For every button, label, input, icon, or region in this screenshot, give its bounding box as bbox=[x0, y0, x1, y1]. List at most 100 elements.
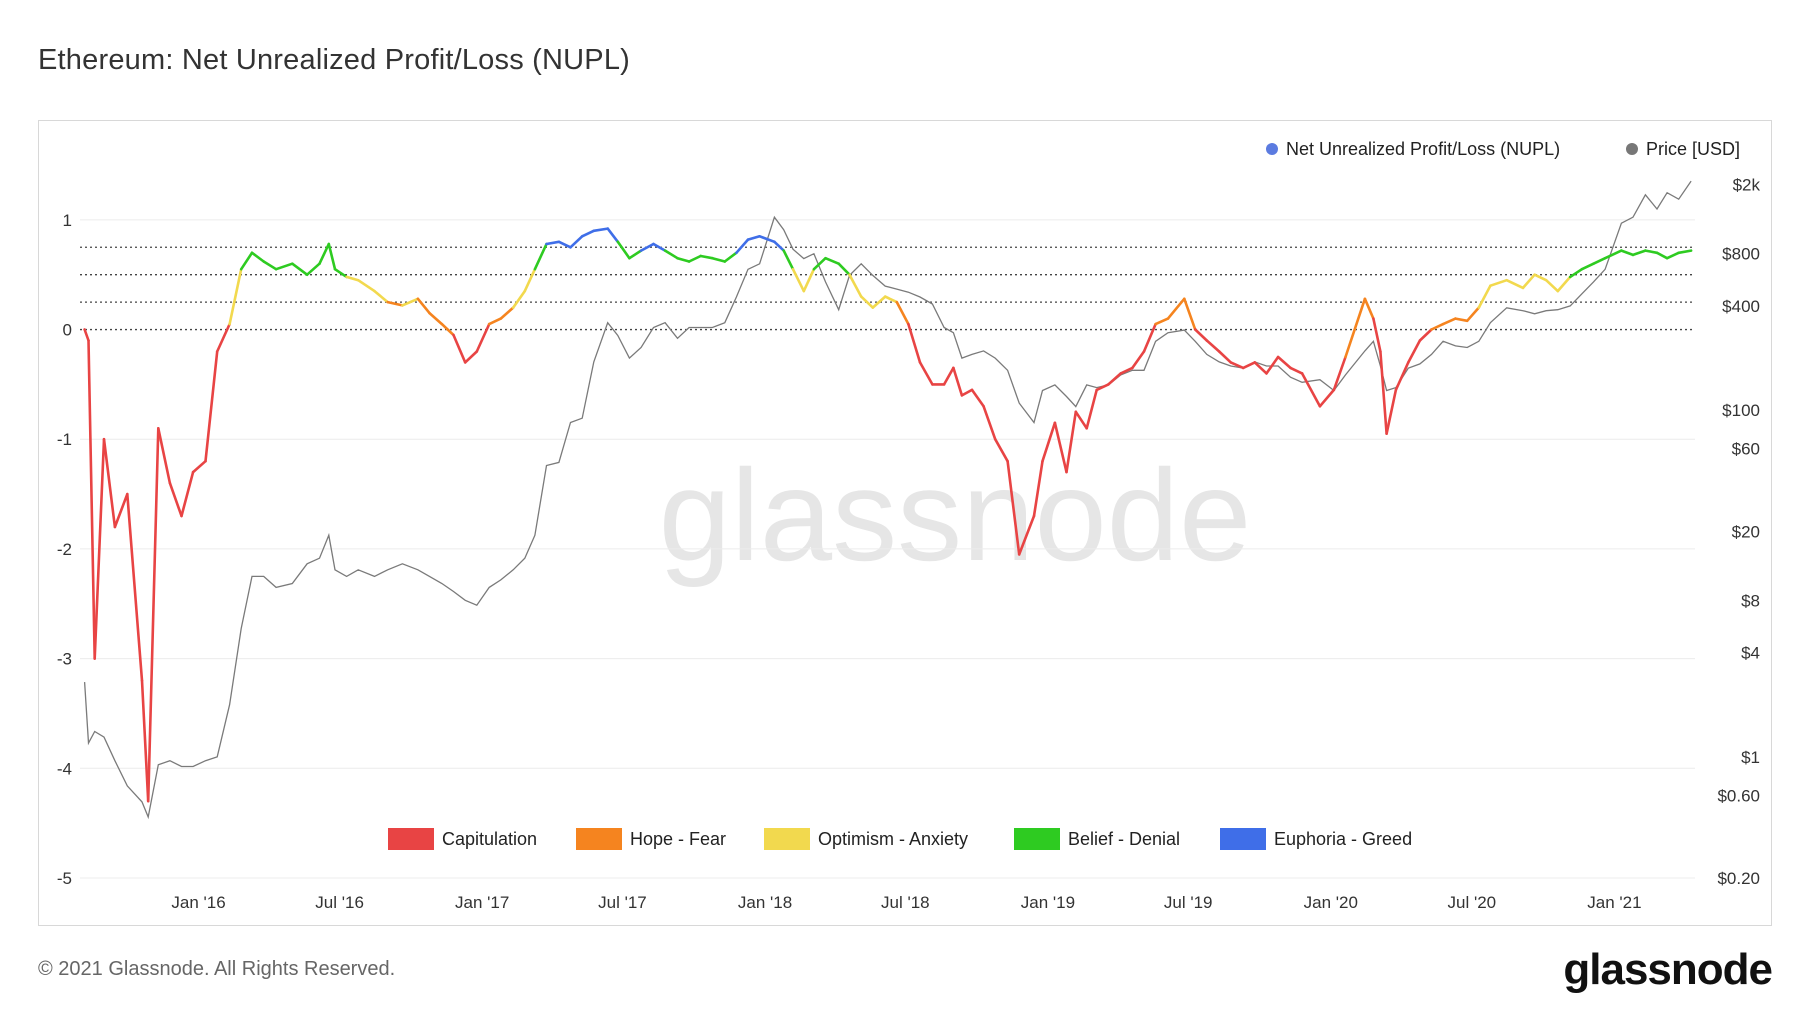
x-tick-label: Jul '16 bbox=[315, 893, 364, 912]
x-tick-label: Jul '17 bbox=[598, 893, 647, 912]
nupl-segment bbox=[782, 249, 795, 271]
nupl-segment bbox=[1407, 339, 1422, 364]
nupl-segment bbox=[1655, 251, 1669, 260]
zone-legend-swatch bbox=[388, 828, 434, 850]
nupl-segment bbox=[606, 227, 620, 244]
nupl-segment bbox=[373, 289, 390, 304]
nupl-segment bbox=[1017, 514, 1036, 556]
y-right-tick-label: $400 bbox=[1722, 297, 1760, 316]
nupl-segment bbox=[791, 267, 806, 293]
nupl-segment bbox=[907, 322, 922, 364]
nupl-segment bbox=[1193, 328, 1209, 342]
y-right-tick-label: $0.60 bbox=[1717, 786, 1760, 805]
nupl-segment bbox=[126, 492, 144, 682]
nupl-segment bbox=[1665, 251, 1680, 260]
nupl-segment bbox=[318, 242, 331, 266]
y-right-tick-label: $20 bbox=[1732, 522, 1760, 541]
zone-legend-label: Capitulation bbox=[442, 829, 537, 849]
x-tick-label: Jan '17 bbox=[455, 893, 509, 912]
nupl-segment bbox=[1363, 297, 1375, 320]
zone-legend-swatch bbox=[1014, 828, 1060, 850]
nupl-segment bbox=[1379, 350, 1388, 436]
x-tick-label: Jan '20 bbox=[1304, 893, 1358, 912]
nupl-segment bbox=[639, 242, 655, 252]
nupl-segment bbox=[146, 426, 160, 803]
zone-legend-label: Hope - Fear bbox=[630, 829, 726, 849]
nupl-segment bbox=[1372, 317, 1382, 353]
nupl-segment bbox=[1300, 372, 1322, 408]
reference-lines bbox=[80, 246, 1695, 331]
nupl-segment bbox=[533, 242, 548, 271]
nupl-segment bbox=[93, 437, 106, 660]
top-legend-label: Net Unrealized Profit/Loss (NUPL) bbox=[1286, 139, 1560, 159]
glassnode-logo[interactable]: glassnode bbox=[1563, 945, 1773, 994]
nupl-segment bbox=[1318, 388, 1336, 408]
nupl-segment bbox=[204, 350, 219, 463]
nupl-segment bbox=[475, 322, 491, 353]
x-tick-label: Jul '18 bbox=[881, 893, 930, 912]
zone-legend-swatch bbox=[576, 828, 622, 850]
watermark: glassnode bbox=[659, 442, 1252, 588]
nupl-segment bbox=[1430, 322, 1445, 331]
nupl-segment bbox=[523, 267, 537, 293]
nupl-segment bbox=[215, 322, 231, 353]
nupl-segment bbox=[1289, 366, 1304, 375]
nupl-segment bbox=[440, 322, 455, 337]
nupl-segment bbox=[83, 328, 90, 342]
y-left-tick-label: -3 bbox=[57, 650, 72, 669]
nupl-segment bbox=[982, 404, 997, 441]
nupl-segment bbox=[1006, 459, 1021, 556]
nupl-segment bbox=[960, 388, 974, 397]
nupl-segment bbox=[1344, 297, 1367, 359]
chart-frame bbox=[38, 120, 1772, 926]
nupl-segment bbox=[1229, 361, 1245, 370]
nupl-segment bbox=[746, 235, 761, 241]
y-right-tick-label: $8 bbox=[1741, 591, 1760, 610]
nupl-segment bbox=[274, 262, 294, 271]
nupl-segment bbox=[824, 256, 841, 266]
nupl-segment bbox=[557, 240, 572, 249]
nupl-series bbox=[83, 227, 1693, 803]
y-right-tick-label: $1 bbox=[1741, 748, 1760, 767]
nupl-segment bbox=[1107, 372, 1123, 386]
nupl-segment bbox=[1644, 249, 1659, 255]
nupl-segment bbox=[228, 267, 243, 326]
x-tick-label: Jul '19 bbox=[1164, 893, 1213, 912]
nupl-segment bbox=[1568, 267, 1584, 279]
y-right-tick-label: $800 bbox=[1722, 245, 1760, 264]
y-right-tick-label: $100 bbox=[1722, 401, 1760, 420]
zone-legend[interactable]: Capitulation Hope - Fear Optimism - Anxiet… bbox=[388, 828, 1412, 850]
x-tick-label: Jan '21 bbox=[1587, 893, 1641, 912]
nupl-segment bbox=[1489, 278, 1508, 288]
x-tick-label: Jan '16 bbox=[171, 893, 225, 912]
nupl-segment bbox=[1041, 421, 1057, 463]
nupl-segment bbox=[773, 240, 786, 252]
nupl-segment bbox=[452, 333, 467, 364]
nupl-segment bbox=[1556, 275, 1572, 293]
nupl-segment bbox=[1053, 421, 1068, 474]
nupl-segment bbox=[1119, 366, 1134, 375]
nupl-segment bbox=[1454, 317, 1469, 323]
top-legend[interactable]: Net Unrealized Profit/Loss (NUPL) Price [… bbox=[1266, 139, 1740, 159]
nupl-segment bbox=[676, 256, 691, 263]
nupl-segment bbox=[1332, 355, 1347, 392]
nupl-segment bbox=[837, 262, 851, 277]
nupl-segment bbox=[628, 249, 643, 260]
y-left-tick-label: 1 bbox=[63, 211, 72, 230]
nupl-segment bbox=[290, 262, 309, 277]
y-left-tick-label: 0 bbox=[63, 321, 72, 340]
nupl-segment bbox=[168, 481, 183, 518]
price-series bbox=[83, 180, 1692, 820]
nupl-segment bbox=[1533, 273, 1548, 282]
nupl-segment bbox=[113, 492, 129, 529]
nupl-segment bbox=[1074, 410, 1088, 430]
nupl-segment bbox=[1131, 350, 1146, 370]
page-title: Ethereum: Net Unrealized Profit/Loss (NU… bbox=[38, 44, 631, 76]
nupl-segment bbox=[993, 437, 1009, 463]
nupl-segment bbox=[1032, 459, 1044, 518]
nupl-segment bbox=[1166, 297, 1186, 320]
grid-lines bbox=[80, 219, 1695, 879]
nupl-segment bbox=[812, 256, 827, 271]
nupl-segment bbox=[356, 278, 376, 293]
